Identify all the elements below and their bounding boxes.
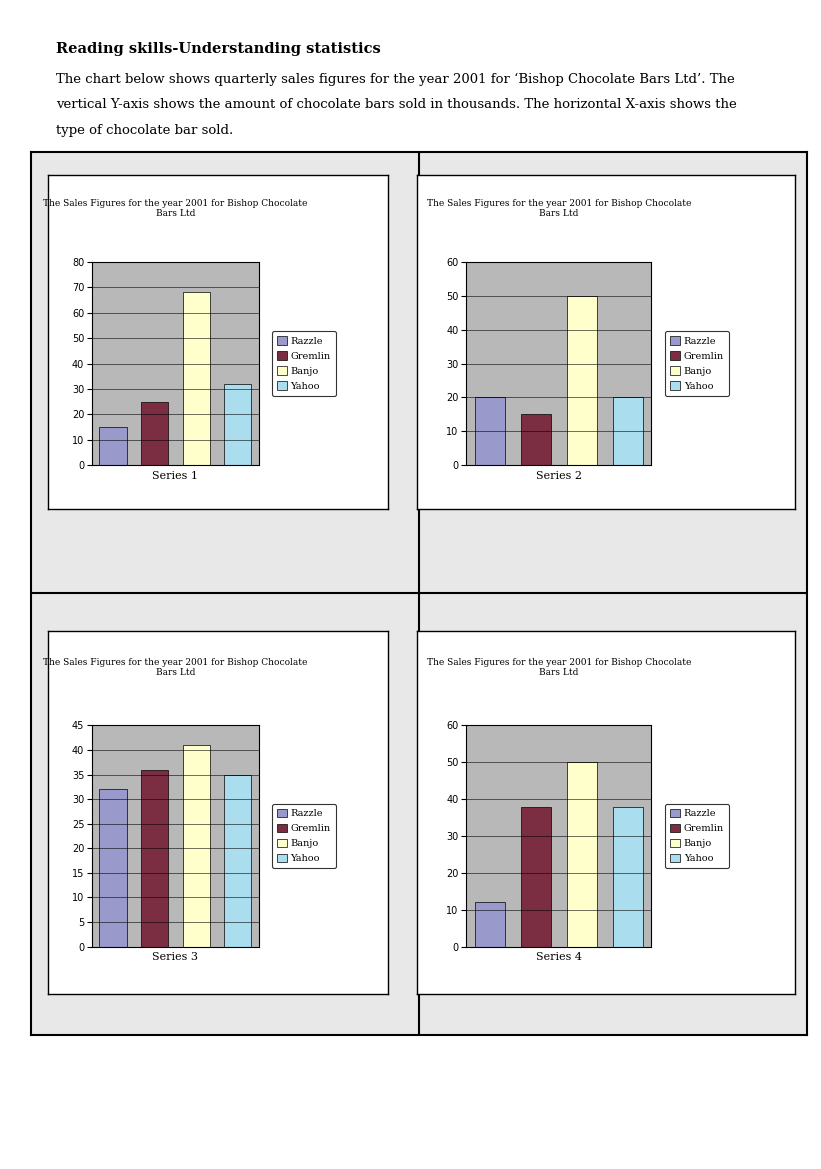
Text: The Sales Figures for the year 2001 for Bishop Chocolate
Bars Ltd: The Sales Figures for the year 2001 for … [426, 658, 691, 677]
Text: The Sales Figures for the year 2001 for Bishop Chocolate
Bars Ltd: The Sales Figures for the year 2001 for … [44, 199, 308, 219]
Bar [99, 789, 126, 947]
X-axis label: Series 4: Series 4 [535, 952, 582, 962]
Text: The chart below shows quarterly sales figures for the year 2001 for ‘Bishop Choc: The chart below shows quarterly sales fi… [56, 72, 735, 85]
Bar [141, 769, 168, 947]
Text: type of chocolate bar sold.: type of chocolate bar sold. [56, 124, 233, 137]
Bar [566, 762, 597, 947]
Bar [612, 807, 643, 947]
Legend: Razzle, Gremlin, Banjo, Yahoo: Razzle, Gremlin, Banjo, Yahoo [665, 331, 729, 396]
Bar [182, 745, 209, 947]
Bar [475, 902, 505, 947]
Bar [521, 807, 551, 947]
X-axis label: Series 3: Series 3 [153, 952, 199, 962]
Bar [566, 296, 597, 465]
Bar [224, 775, 251, 947]
Legend: Razzle, Gremlin, Banjo, Yahoo: Razzle, Gremlin, Banjo, Yahoo [272, 804, 336, 869]
Text: The Sales Figures for the year 2001 for Bishop Chocolate
Bars Ltd: The Sales Figures for the year 2001 for … [426, 199, 691, 219]
Legend: Razzle, Gremlin, Banjo, Yahoo: Razzle, Gremlin, Banjo, Yahoo [272, 331, 336, 396]
Bar [521, 414, 551, 465]
Bar [612, 397, 643, 465]
Text: Reading skills-Understanding statistics: Reading skills-Understanding statistics [56, 42, 381, 56]
Bar [141, 402, 168, 465]
Bar [99, 427, 126, 465]
Text: vertical Y-axis shows the amount of chocolate bars sold in thousands. The horizo: vertical Y-axis shows the amount of choc… [56, 98, 736, 111]
Bar [182, 292, 209, 465]
X-axis label: Series 2: Series 2 [535, 471, 582, 480]
Legend: Razzle, Gremlin, Banjo, Yahoo: Razzle, Gremlin, Banjo, Yahoo [665, 804, 729, 869]
Bar [224, 383, 251, 465]
X-axis label: Series 1: Series 1 [153, 471, 199, 480]
Bar [475, 397, 505, 465]
Text: The Sales Figures for the year 2001 for Bishop Chocolate
Bars Ltd: The Sales Figures for the year 2001 for … [44, 658, 308, 677]
